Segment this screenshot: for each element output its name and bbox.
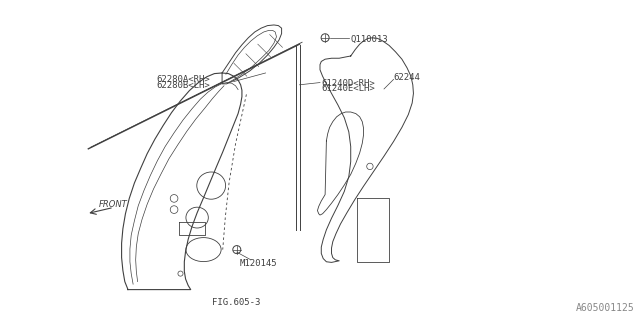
Text: 62280A<RH>: 62280A<RH>: [157, 75, 211, 84]
Text: A605001125: A605001125: [576, 303, 635, 313]
Text: Q110013: Q110013: [351, 35, 388, 44]
Text: FIG.605-3: FIG.605-3: [212, 298, 261, 307]
Text: 61240E<LH>: 61240E<LH>: [321, 84, 375, 93]
Text: M120145: M120145: [240, 260, 278, 268]
Text: 61240D<RH>: 61240D<RH>: [321, 79, 375, 88]
Text: FRONT: FRONT: [99, 200, 128, 209]
Text: 62244: 62244: [394, 73, 420, 82]
Text: 62280B<LH>: 62280B<LH>: [157, 81, 211, 90]
